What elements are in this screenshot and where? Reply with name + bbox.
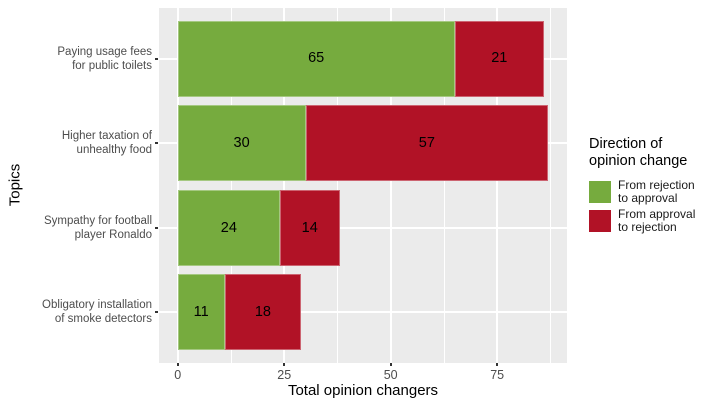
y-axis-tick	[155, 311, 158, 314]
legend: Direction of opinion change From rejectio…	[589, 136, 717, 237]
legend-item-label: From approval to rejection	[618, 207, 696, 234]
gridline-x-minor	[230, 8, 232, 363]
bar-segment: 30	[177, 105, 306, 182]
x-axis-tick	[283, 363, 286, 366]
y-tick-label: Sympathy for football player Ronaldo	[43, 214, 152, 241]
bar-row: 65 21	[177, 20, 544, 97]
x-axis-tick	[496, 363, 499, 366]
y-axis-tick	[155, 226, 158, 229]
gridline-y-major	[159, 311, 567, 314]
x-tick-label: 25	[277, 368, 292, 382]
plot-panel: 65 21 30 57 24 14 11 18	[159, 8, 567, 363]
bar-row: 24 14	[177, 189, 340, 266]
y-axis-tick	[155, 57, 158, 60]
gridline-x-major	[283, 8, 286, 363]
x-axis-tick	[176, 363, 179, 366]
bar-segment: 18	[224, 274, 302, 351]
bar-value-label: 24	[220, 219, 237, 236]
legend-title: Direction of opinion change	[589, 136, 688, 169]
gridline-x-minor	[443, 8, 445, 363]
bar-value-label: 18	[254, 304, 271, 321]
x-tick-label: 75	[490, 368, 505, 382]
bar-segment: 57	[305, 105, 549, 182]
legend-item: From rejection to approval	[589, 179, 717, 205]
bar-segment: 11	[177, 274, 225, 351]
bar-value-label: 21	[491, 50, 508, 67]
bar-value-label: 11	[193, 304, 209, 321]
gridline-x-major	[176, 8, 179, 363]
gridline-y-major	[159, 226, 567, 229]
bar-segment: 65	[177, 20, 455, 97]
bar-value-label: 65	[308, 50, 325, 67]
x-tick-label: 50	[383, 368, 398, 382]
x-axis-tick	[389, 363, 392, 366]
bar-segment: 21	[454, 20, 544, 97]
x-axis-title: Total opinion changers	[287, 382, 439, 399]
bar-segment: 14	[279, 189, 340, 266]
x-tick-label: 0	[174, 368, 182, 382]
bar-segment: 24	[177, 189, 280, 266]
bar-value-label: 14	[301, 219, 318, 236]
legend-swatch	[589, 181, 611, 203]
y-axis-title: Topics	[6, 163, 24, 207]
gridline-x-minor	[337, 8, 339, 363]
legend-swatch	[589, 210, 611, 232]
bar-value-label: 30	[233, 134, 250, 151]
y-tick-label: Paying usage fees for public toilets	[57, 45, 152, 72]
gridline-x-minor	[550, 8, 552, 363]
bar-row: 30 57	[177, 105, 549, 182]
y-tick-label: Obligatory installation of smoke detector…	[42, 299, 152, 326]
gridline-x-major	[389, 8, 392, 363]
legend-item: From approval to rejection	[589, 208, 717, 234]
y-tick-label: Higher taxation of unhealthy food	[61, 130, 152, 157]
bar-value-label: 57	[418, 134, 435, 151]
y-axis-tick	[155, 142, 158, 145]
gridline-x-major	[496, 8, 499, 363]
bar-row: 11 18	[177, 274, 302, 351]
legend-item-label: From rejection to approval	[618, 178, 695, 205]
